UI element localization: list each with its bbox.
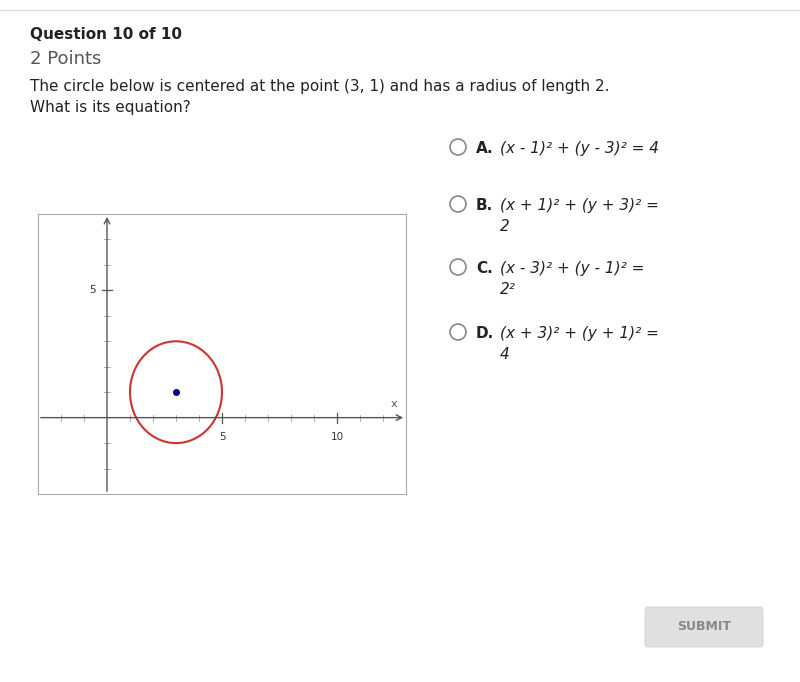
Text: 2: 2 <box>500 219 510 234</box>
Text: What is its equation?: What is its equation? <box>30 100 190 115</box>
Text: B.: B. <box>476 198 494 213</box>
Text: 4: 4 <box>500 347 510 362</box>
Text: A.: A. <box>476 141 494 156</box>
FancyBboxPatch shape <box>645 607 763 647</box>
Text: 10: 10 <box>330 432 343 442</box>
Text: Question 10 of 10: Question 10 of 10 <box>30 27 182 42</box>
Text: (x - 3)² + (y - 1)² =: (x - 3)² + (y - 1)² = <box>500 261 644 276</box>
Text: x: x <box>390 399 397 409</box>
Text: 5: 5 <box>218 432 226 442</box>
Text: D.: D. <box>476 326 494 341</box>
Text: The circle below is centered at the point (3, 1) and has a radius of length 2.: The circle below is centered at the poin… <box>30 79 610 94</box>
Text: SUBMIT: SUBMIT <box>677 621 731 634</box>
Text: (x - 1)² + (y - 3)² = 4: (x - 1)² + (y - 3)² = 4 <box>500 141 659 156</box>
Text: 2 Points: 2 Points <box>30 50 102 68</box>
Text: C.: C. <box>476 261 493 276</box>
Text: (x + 3)² + (y + 1)² =: (x + 3)² + (y + 1)² = <box>500 326 659 341</box>
Text: (x + 1)² + (y + 3)² =: (x + 1)² + (y + 3)² = <box>500 198 659 213</box>
Text: 5: 5 <box>89 285 95 295</box>
Text: 2²: 2² <box>500 282 516 297</box>
